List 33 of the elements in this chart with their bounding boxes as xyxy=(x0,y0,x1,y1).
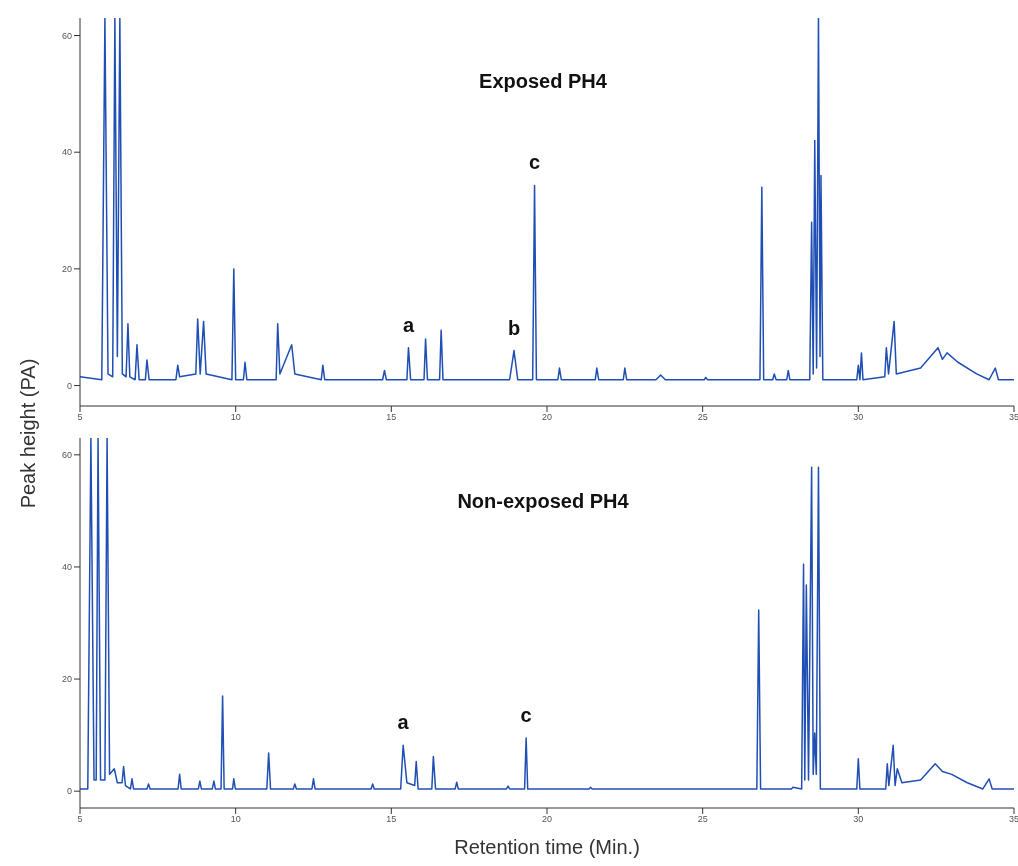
y-tick-label: 60 xyxy=(61,30,72,41)
y-tick-label: 40 xyxy=(61,147,72,158)
x-tick-label: 35 xyxy=(1008,814,1018,825)
text: Non-exposed PH4 xyxy=(457,490,629,512)
annotation: c xyxy=(520,703,532,726)
annotation: a xyxy=(397,711,410,734)
x-tick-label: 10 xyxy=(230,814,241,825)
annotation: c xyxy=(528,151,541,174)
y-tick-label: 0 xyxy=(66,786,72,797)
x-tick-label: 25 xyxy=(697,412,708,423)
x-tick-label: 5 xyxy=(77,412,83,423)
x-tick-label: 30 xyxy=(853,814,864,825)
y-tick-label: 60 xyxy=(61,450,72,461)
y-tick-label: 20 xyxy=(61,264,72,275)
line-series xyxy=(80,18,1014,381)
x-tick-label: 5 xyxy=(77,814,83,825)
x-tick-label: 35 xyxy=(1008,412,1018,423)
y-tick-label: 20 xyxy=(61,674,72,685)
x-tick-label: 25 xyxy=(697,814,708,825)
line-series xyxy=(80,438,1014,790)
x-tick-label: 15 xyxy=(386,412,397,423)
x-tick-label: 10 xyxy=(230,412,241,423)
x-axis-title: Retention time (Min.) xyxy=(454,836,640,858)
x-tick-label: 20 xyxy=(541,814,553,825)
x-tick-label: 15 xyxy=(386,814,397,825)
annotation: a xyxy=(402,313,415,336)
y-tick-label: 0 xyxy=(66,380,72,391)
x-tick-label: 30 xyxy=(853,412,864,423)
y-tick-label: 40 xyxy=(61,562,72,573)
annotation: b xyxy=(507,316,521,339)
x-tick-label: 20 xyxy=(541,412,553,423)
y-axis-title: Peak height (PA) xyxy=(17,358,41,508)
text: Exposed PH4 xyxy=(478,70,608,93)
